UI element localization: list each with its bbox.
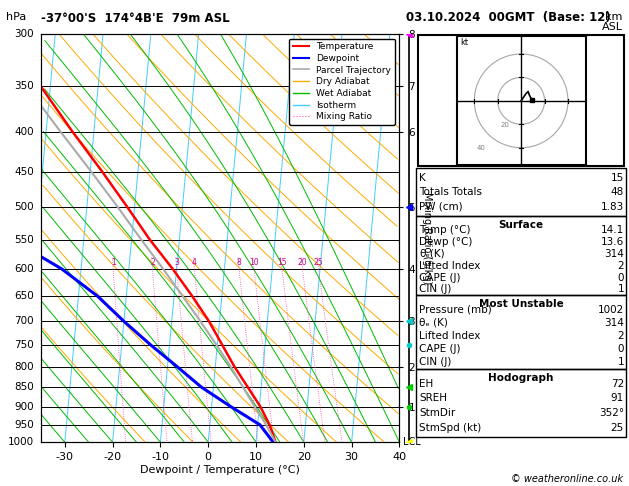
Text: Surface: Surface xyxy=(499,220,543,229)
Text: 500: 500 xyxy=(14,202,34,212)
Text: Lifted Index: Lifted Index xyxy=(419,260,481,271)
Y-axis label: Mixing Ratio (g/kg): Mixing Ratio (g/kg) xyxy=(421,192,431,284)
X-axis label: Dewpoint / Temperature (°C): Dewpoint / Temperature (°C) xyxy=(140,465,300,475)
Text: 0: 0 xyxy=(618,344,624,354)
Text: 800: 800 xyxy=(14,362,34,372)
Text: 314: 314 xyxy=(604,249,624,259)
Text: 2: 2 xyxy=(150,258,155,267)
Text: 25: 25 xyxy=(314,258,323,267)
Text: 48: 48 xyxy=(611,187,624,197)
Text: 15: 15 xyxy=(611,173,624,183)
Text: CAPE (J): CAPE (J) xyxy=(419,273,460,282)
Text: θₑ (K): θₑ (K) xyxy=(419,318,448,328)
Text: 14.1: 14.1 xyxy=(601,225,624,235)
Text: Totals Totals: Totals Totals xyxy=(419,187,482,197)
Text: Dewp (°C): Dewp (°C) xyxy=(419,237,472,247)
Text: -37°00'S  174°4B'E  79m ASL: -37°00'S 174°4B'E 79m ASL xyxy=(41,12,230,25)
Text: 20: 20 xyxy=(298,258,307,267)
Legend: Temperature, Dewpoint, Parcel Trajectory, Dry Adiabat, Wet Adiabat, Isotherm, Mi: Temperature, Dewpoint, Parcel Trajectory… xyxy=(289,38,395,125)
Text: 950: 950 xyxy=(14,420,34,430)
Text: 750: 750 xyxy=(14,340,34,350)
Text: ASL: ASL xyxy=(602,22,623,32)
Text: 10: 10 xyxy=(249,258,259,267)
Text: 72: 72 xyxy=(611,379,624,389)
Text: 2: 2 xyxy=(617,331,624,341)
Text: 13.6: 13.6 xyxy=(601,237,624,247)
Text: 3: 3 xyxy=(174,258,179,267)
Text: 1002: 1002 xyxy=(598,305,624,314)
Text: 650: 650 xyxy=(14,291,34,301)
Text: hPa: hPa xyxy=(6,12,26,22)
Text: 25: 25 xyxy=(611,423,624,433)
Text: 20: 20 xyxy=(500,122,509,128)
Text: 15: 15 xyxy=(277,258,287,267)
Text: 700: 700 xyxy=(14,316,34,326)
Text: 300: 300 xyxy=(14,29,34,39)
Text: 2: 2 xyxy=(617,260,624,271)
Text: 900: 900 xyxy=(14,401,34,412)
Text: StmSpd (kt): StmSpd (kt) xyxy=(419,423,481,433)
Text: SREH: SREH xyxy=(419,394,447,403)
Text: 0: 0 xyxy=(618,273,624,282)
Text: 352°: 352° xyxy=(599,408,624,418)
Text: 8: 8 xyxy=(237,258,242,267)
Text: 350: 350 xyxy=(14,81,34,91)
Text: 1: 1 xyxy=(617,357,624,367)
Text: 1000: 1000 xyxy=(8,437,34,447)
Text: Pressure (mb): Pressure (mb) xyxy=(419,305,492,314)
Text: 400: 400 xyxy=(14,126,34,137)
Text: Most Unstable: Most Unstable xyxy=(479,299,564,309)
Text: 4: 4 xyxy=(192,258,197,267)
Text: 1.83: 1.83 xyxy=(601,202,624,212)
Text: 03.10.2024  00GMT  (Base: 12): 03.10.2024 00GMT (Base: 12) xyxy=(406,11,611,24)
Text: CAPE (J): CAPE (J) xyxy=(419,344,460,354)
Text: EH: EH xyxy=(419,379,433,389)
Text: StmDir: StmDir xyxy=(419,408,455,418)
Text: Lifted Index: Lifted Index xyxy=(419,331,481,341)
Text: Hodograph: Hodograph xyxy=(489,373,554,383)
Text: PW (cm): PW (cm) xyxy=(419,202,462,212)
Text: kt: kt xyxy=(460,37,469,47)
Text: Temp (°C): Temp (°C) xyxy=(419,225,470,235)
Text: CIN (J): CIN (J) xyxy=(419,357,451,367)
Text: 1: 1 xyxy=(617,284,624,295)
Text: 450: 450 xyxy=(14,167,34,176)
Text: CIN (J): CIN (J) xyxy=(419,284,451,295)
Text: km: km xyxy=(605,12,623,22)
Text: 850: 850 xyxy=(14,382,34,392)
Text: 314: 314 xyxy=(604,318,624,328)
Text: 550: 550 xyxy=(14,235,34,244)
Text: 600: 600 xyxy=(14,264,34,274)
Text: 1: 1 xyxy=(111,258,116,267)
Text: 91: 91 xyxy=(611,394,624,403)
Text: θₑ(K): θₑ(K) xyxy=(419,249,445,259)
Text: 40: 40 xyxy=(477,145,486,151)
Text: LCL: LCL xyxy=(403,437,421,447)
Text: © weatheronline.co.uk: © weatheronline.co.uk xyxy=(511,473,623,484)
Text: K: K xyxy=(419,173,426,183)
